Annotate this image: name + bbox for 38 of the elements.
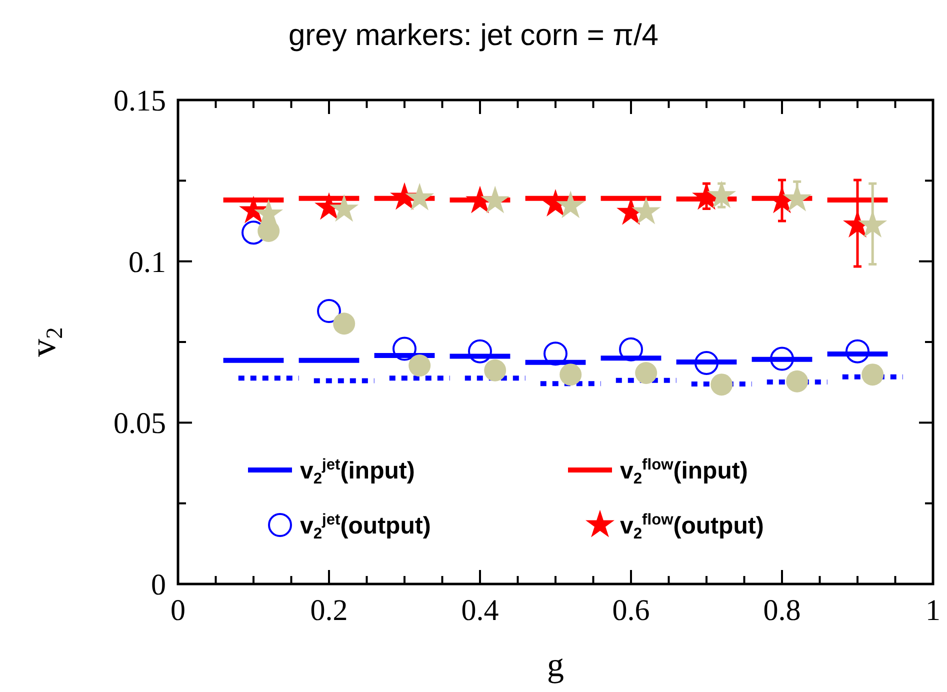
point	[770, 346, 794, 371]
legend-label: v$_{2}$$^{flow}$(input)	[620, 456, 748, 488]
point	[484, 359, 506, 382]
y-tick-label: 0.05	[114, 407, 166, 440]
point	[468, 339, 492, 364]
y-tick-label: 0.15	[114, 84, 166, 118]
x-tick-label: 0.2	[310, 594, 348, 627]
point	[556, 190, 586, 218]
point	[560, 364, 582, 386]
x-tick-label: 0.4	[461, 594, 499, 627]
y-tick-label: 0.1	[128, 246, 166, 279]
point	[330, 194, 359, 222]
point	[862, 364, 884, 386]
legend-label: v$_{2}$$^{jet}$(output)	[300, 512, 431, 542]
legend-label: v$_{2}$$^{flow}$(output)	[620, 512, 764, 542]
chart-title: grey markers: jet corn = π/4	[288, 19, 658, 52]
x-tick-label: 0.8	[763, 594, 801, 627]
point	[239, 196, 268, 224]
x-tick-label: 0.6	[612, 594, 650, 627]
point	[317, 299, 341, 323]
point	[635, 362, 658, 384]
point	[632, 196, 661, 224]
point	[333, 312, 356, 335]
x-tick-label: 1	[926, 594, 940, 627]
point	[480, 186, 510, 214]
point	[408, 354, 431, 377]
point	[786, 370, 808, 392]
point	[392, 336, 416, 361]
point	[846, 339, 870, 364]
point	[258, 220, 280, 242]
point	[710, 374, 733, 396]
point	[405, 182, 434, 210]
point	[694, 350, 718, 375]
x-axis-title: g	[547, 647, 564, 684]
y-tick-label: 0	[151, 568, 166, 602]
legend-label: v$_{2}$$^{jet}$(input)	[300, 456, 415, 488]
point	[619, 337, 643, 362]
point	[544, 342, 568, 366]
